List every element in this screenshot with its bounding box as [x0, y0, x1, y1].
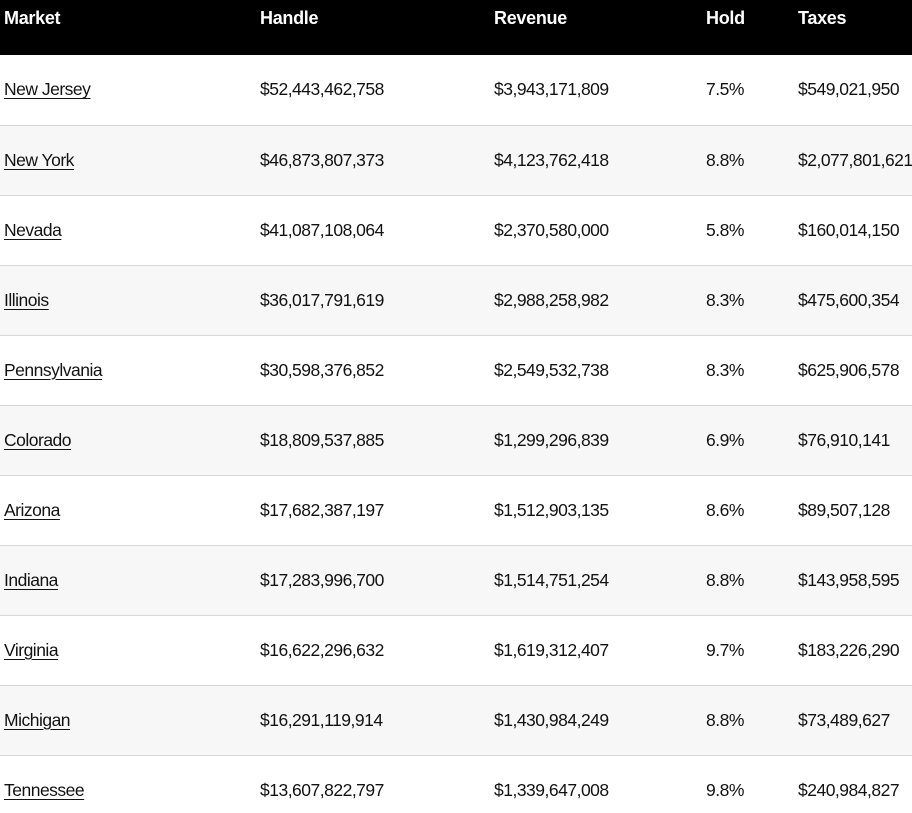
market-link[interactable]: New York — [4, 149, 74, 170]
taxes-cell: $89,507,128 — [798, 475, 912, 546]
handle-cell: $16,291,119,914 — [260, 685, 494, 756]
taxes-cell: $160,014,150 — [798, 195, 912, 266]
market-cell: Pennsylvania — [0, 335, 260, 406]
hold-cell: 6.9% — [706, 405, 798, 476]
hold-cell: 9.7% — [706, 615, 798, 686]
column-header-revenue: Revenue — [494, 0, 706, 55]
market-cell: New Jersey — [0, 55, 260, 126]
taxes-cell: $475,600,354 — [798, 265, 912, 336]
revenue-cell: $1,512,903,135 — [494, 475, 706, 546]
handle-cell: $13,607,822,797 — [260, 755, 494, 813]
handle-cell: $52,443,462,758 — [260, 55, 494, 126]
header-row: Market Handle Revenue Hold Taxes — [0, 0, 912, 55]
market-link[interactable]: Nevada — [4, 219, 62, 240]
hold-cell: 5.8% — [706, 195, 798, 266]
market-cell: Virginia — [0, 615, 260, 686]
revenue-cell: $2,370,580,000 — [494, 195, 706, 266]
revenue-cell: $4,123,762,418 — [494, 125, 706, 196]
hold-cell: 8.8% — [706, 125, 798, 196]
taxes-cell: $2,077,801,621 — [798, 125, 912, 196]
handle-cell: $46,873,807,373 — [260, 125, 494, 196]
table-row: Arizona $17,682,387,197 $1,512,903,135 8.6%… — [0, 475, 912, 546]
handle-cell: $30,598,376,852 — [260, 335, 494, 406]
handle-cell: $17,283,996,700 — [260, 545, 494, 616]
column-header-market: Market — [0, 0, 260, 55]
revenue-cell: $1,339,647,008 — [494, 755, 706, 813]
market-cell: Michigan — [0, 685, 260, 756]
taxes-cell: $73,489,627 — [798, 685, 912, 756]
market-link[interactable]: New Jersey — [4, 79, 91, 100]
handle-cell: $17,682,387,197 — [260, 475, 494, 546]
market-link[interactable]: Illinois — [4, 289, 49, 310]
revenue-cell: $1,514,751,254 — [494, 545, 706, 616]
revenue-cell: $2,549,532,738 — [494, 335, 706, 406]
taxes-cell: $143,958,595 — [798, 545, 912, 616]
table-row: Illinois $36,017,791,619 $2,988,258,982 8.3… — [0, 265, 912, 336]
handle-cell: $36,017,791,619 — [260, 265, 494, 336]
column-header-handle: Handle — [260, 0, 494, 55]
taxes-cell: $183,226,290 — [798, 615, 912, 686]
column-header-taxes: Taxes — [798, 0, 912, 55]
table-row: Pennsylvania $30,598,376,852 $2,549,532,73… — [0, 335, 912, 406]
revenue-cell: $1,299,296,839 — [494, 405, 706, 476]
market-cell: Arizona — [0, 475, 260, 546]
market-link[interactable]: Indiana — [4, 569, 58, 590]
table-row: Tennessee $13,607,822,797 $1,339,647,008 9.… — [0, 755, 912, 813]
hold-cell: 8.3% — [706, 335, 798, 406]
handle-cell: $16,622,296,632 — [260, 615, 494, 686]
table-row: New York $46,873,807,373 $4,123,762,418 8.8… — [0, 125, 912, 196]
taxes-cell: $625,906,578 — [798, 335, 912, 406]
taxes-cell: $240,984,827 — [798, 755, 912, 813]
revenue-cell: $1,430,984,249 — [494, 685, 706, 756]
market-cell: Colorado — [0, 405, 260, 476]
taxes-cell: $549,021,950 — [798, 55, 912, 126]
market-link[interactable]: Michigan — [4, 709, 71, 730]
market-cell: Tennessee — [0, 755, 260, 813]
market-link[interactable]: Arizona — [4, 499, 60, 520]
handle-cell: $41,087,108,064 — [260, 195, 494, 266]
column-header-hold: Hold — [706, 0, 798, 55]
handle-cell: $18,809,537,885 — [260, 405, 494, 476]
table-row: New Jersey $52,443,462,758 $3,943,171,809 7… — [0, 55, 912, 126]
table-row: Nevada $41,087,108,064 $2,370,580,000 5.8% $… — [0, 195, 912, 266]
hold-cell: 7.5% — [706, 55, 798, 126]
hold-cell: 8.6% — [706, 475, 798, 546]
table-body: New Jersey $52,443,462,758 $3,943,171,809 7… — [0, 55, 912, 813]
table-row: Michigan $16,291,119,914 $1,430,984,249 8.8… — [0, 685, 912, 756]
hold-cell: 9.8% — [706, 755, 798, 813]
revenue-cell: $1,619,312,407 — [494, 615, 706, 686]
hold-cell: 8.3% — [706, 265, 798, 336]
table-row: Indiana $17,283,996,700 $1,514,751,254 8.8%… — [0, 545, 912, 616]
market-link[interactable]: Tennessee — [4, 779, 85, 800]
market-link[interactable]: Colorado — [4, 429, 72, 450]
table-row: Virginia $16,622,296,632 $1,619,312,407 9.7… — [0, 615, 912, 686]
hold-cell: 8.8% — [706, 545, 798, 616]
market-cell: Nevada — [0, 195, 260, 266]
market-link[interactable]: Pennsylvania — [4, 359, 103, 380]
market-cell: New York — [0, 125, 260, 196]
hold-cell: 8.8% — [706, 685, 798, 756]
revenue-cell: $3,943,171,809 — [494, 55, 706, 126]
table-header: Market Handle Revenue Hold Taxes — [0, 0, 912, 55]
market-cell: Illinois — [0, 265, 260, 336]
market-cell: Indiana — [0, 545, 260, 616]
revenue-cell: $2,988,258,982 — [494, 265, 706, 336]
taxes-cell: $76,910,141 — [798, 405, 912, 476]
market-link[interactable]: Virginia — [4, 639, 59, 660]
table-row: Colorado $18,809,537,885 $1,299,296,839 6.9… — [0, 405, 912, 476]
